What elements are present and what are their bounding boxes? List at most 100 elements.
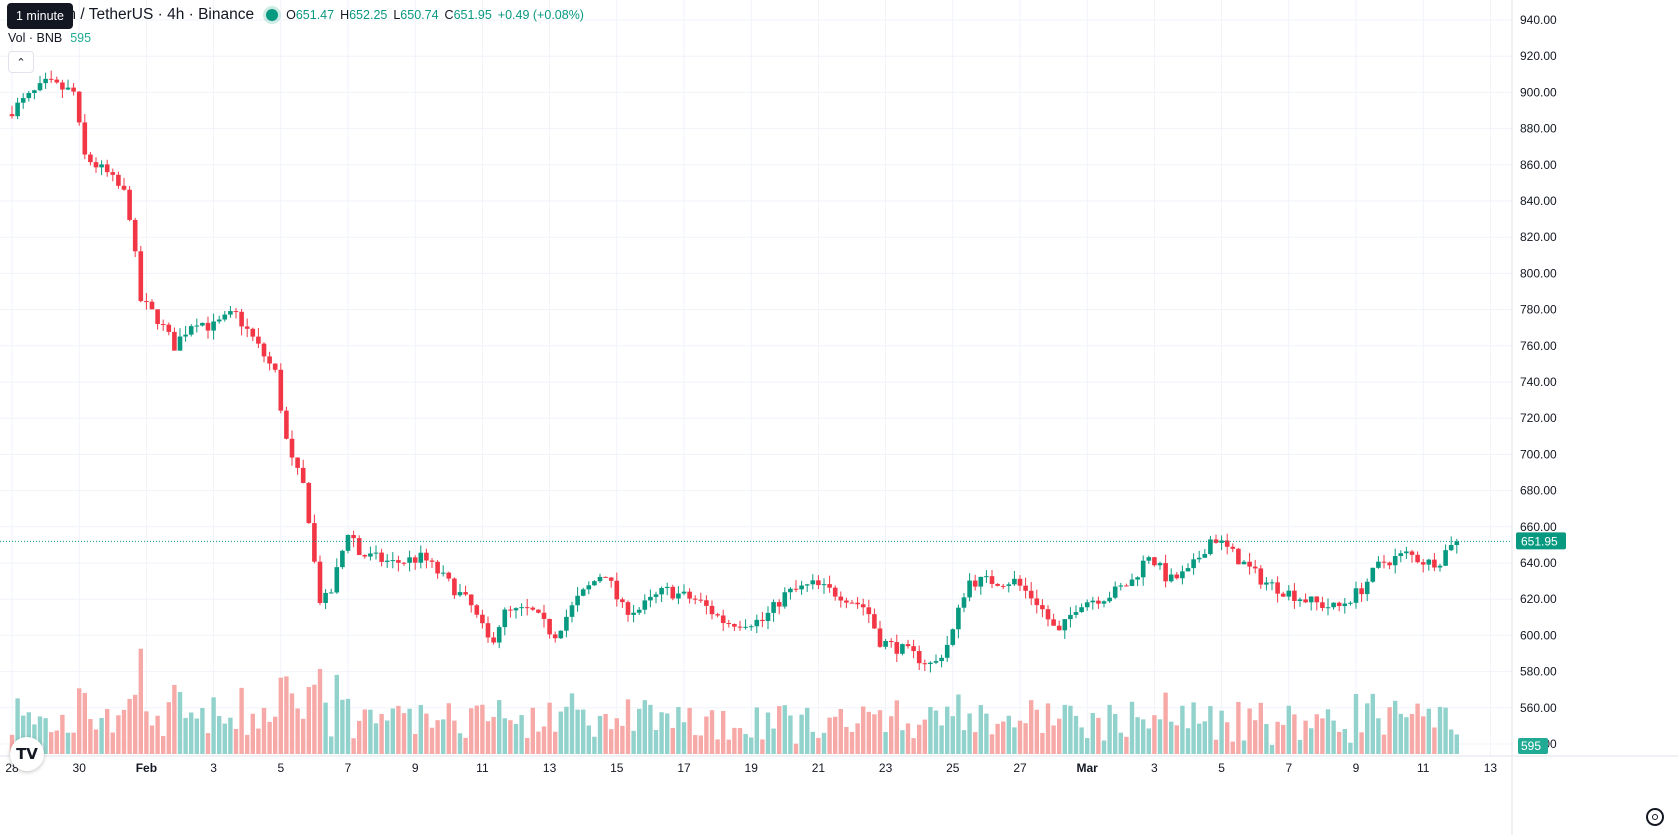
candle-body	[614, 580, 620, 600]
volume-bar	[65, 732, 71, 754]
volume-bar	[172, 684, 177, 754]
volume-bar	[441, 719, 446, 754]
volume-bar	[1157, 719, 1163, 754]
volume-bar	[390, 708, 395, 754]
volume-legend[interactable]: Vol · BNB 595	[8, 31, 91, 45]
volume-bar	[368, 709, 373, 754]
collapse-legend-button[interactable]: ⌃	[8, 51, 34, 73]
volume-bar	[278, 677, 283, 754]
candle-body	[984, 576, 989, 578]
volume-bar	[424, 713, 429, 754]
volume-bar	[586, 725, 591, 754]
candle-body	[491, 637, 496, 643]
volume-bar	[1236, 701, 1241, 754]
volume-bar	[973, 732, 978, 754]
candle-body	[519, 607, 524, 609]
candle-body	[155, 309, 160, 325]
volume-bar	[317, 668, 323, 754]
volume-bar	[497, 700, 502, 754]
volume-bar	[984, 713, 989, 754]
candle-body	[435, 561, 440, 574]
candle-body	[793, 588, 799, 590]
candle-body	[166, 324, 172, 332]
volume-bar	[519, 715, 524, 754]
price-axis-bg[interactable]	[1512, 0, 1678, 835]
candle-body	[748, 626, 754, 628]
settings-gear-icon[interactable]	[1646, 808, 1664, 826]
candle-body	[149, 301, 155, 310]
volume-bar	[77, 688, 82, 754]
time-tick-label: 9	[412, 761, 419, 775]
candle-body	[356, 538, 362, 556]
candle-body	[48, 78, 54, 80]
volume-bar	[1275, 721, 1280, 754]
volume-bar	[855, 723, 860, 754]
candle-body	[597, 576, 603, 582]
volume-bar	[256, 728, 261, 754]
candle-body	[821, 584, 827, 586]
volume-bar	[625, 699, 631, 754]
candle-body	[496, 627, 502, 643]
candle-body	[726, 623, 732, 625]
volume-bar	[110, 732, 115, 754]
candle-body	[894, 642, 900, 654]
market-status-icon[interactable]	[266, 9, 279, 21]
volume-bar	[452, 720, 457, 754]
price-tick-label: 580.00	[1520, 665, 1557, 679]
volume-bar	[508, 720, 513, 754]
candle-body	[15, 102, 20, 117]
candle-body	[1275, 582, 1280, 594]
volume-bar	[715, 739, 720, 754]
volume-bar	[737, 728, 743, 754]
volume-bar	[1073, 715, 1079, 754]
volume-bar	[1348, 742, 1353, 754]
candle-body	[961, 597, 967, 608]
time-axis-bg[interactable]	[0, 756, 1678, 835]
tradingview-logo-icon[interactable]: TV	[10, 737, 44, 771]
volume-bar	[530, 707, 535, 754]
candle-body	[513, 608, 519, 611]
candle-body	[323, 592, 328, 603]
volume-bar	[810, 731, 815, 754]
volume-bar	[564, 706, 569, 754]
candle-body	[1157, 563, 1163, 566]
volume-bar	[121, 709, 127, 754]
volume-bar	[1129, 701, 1135, 754]
candle-body	[390, 560, 396, 562]
candle-body	[317, 561, 323, 603]
candle-body	[1208, 539, 1213, 555]
candle-body	[1297, 599, 1303, 601]
volume-bar	[1247, 708, 1252, 754]
candle-body	[256, 336, 261, 344]
volume-bar	[1230, 741, 1235, 754]
grid	[0, 0, 1512, 756]
volume-bar	[1169, 721, 1174, 754]
candle-body	[485, 623, 491, 638]
candle-body	[1152, 557, 1157, 566]
candle-body	[429, 560, 435, 562]
volume-bar	[1197, 723, 1202, 754]
volume-bar	[222, 723, 227, 754]
candle-body	[631, 612, 636, 615]
price-tick-label: 940.00	[1520, 13, 1557, 27]
candle-body	[1124, 585, 1129, 587]
volume-bar	[642, 700, 647, 754]
candle-body	[536, 609, 541, 613]
candle-body	[860, 604, 866, 608]
candle-body	[373, 552, 379, 554]
candle-body	[1387, 562, 1392, 566]
time-tick-label: 11	[1417, 761, 1430, 775]
candle-body	[933, 661, 939, 663]
volume-bar	[1353, 693, 1359, 754]
candle-body	[558, 630, 564, 639]
volume-bar	[1337, 731, 1342, 754]
volume-bar	[676, 707, 681, 754]
candle-body	[569, 605, 575, 617]
volume-bar	[183, 717, 188, 754]
volume-bar	[760, 739, 765, 754]
candle-body	[625, 602, 631, 615]
volume-bar	[385, 720, 390, 754]
volume-bar	[1325, 709, 1331, 754]
candle-body	[603, 576, 608, 578]
